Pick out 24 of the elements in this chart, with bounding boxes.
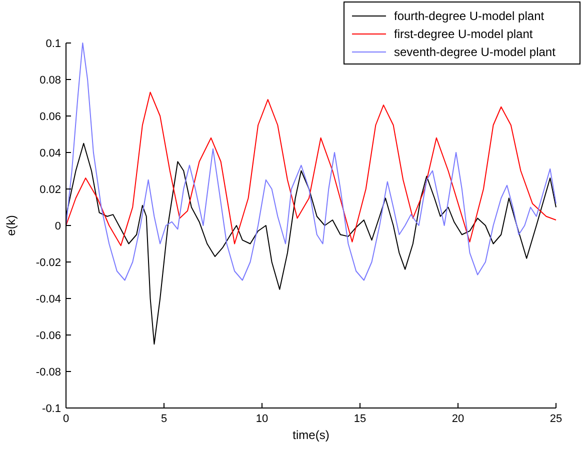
x-tick-label: 20 <box>452 413 464 425</box>
y-tick-label: 0.02 <box>40 184 61 196</box>
y-tick-label: 0.08 <box>40 74 61 86</box>
y-tick-label: 0.1 <box>46 38 61 50</box>
line-series <box>66 92 556 246</box>
line-series <box>66 42 556 281</box>
y-tick-label: -0.08 <box>36 366 61 378</box>
y-tick-label: 0 <box>54 220 61 232</box>
x-axis-title: time(s) <box>292 428 330 442</box>
y-tick-label: 0.06 <box>40 111 61 123</box>
x-tick-label: 15 <box>354 413 366 425</box>
x-tick-label: 10 <box>256 413 268 425</box>
legend-label: fourth-degree U-model plant <box>394 9 545 23</box>
x-tick-label: 5 <box>160 413 168 425</box>
legend-label: seventh-degree U-model plant <box>394 45 556 59</box>
x-tick-label: 25 <box>550 413 562 425</box>
y-tick-label: -0.06 <box>36 330 61 342</box>
y-tick-label: -0.04 <box>36 294 61 306</box>
y-axis-title: e(k) <box>4 215 18 236</box>
y-tick-label: -0.02 <box>36 257 61 269</box>
y-tick-label: -0.1 <box>42 403 61 415</box>
y-tick-label: 0.04 <box>40 148 61 160</box>
x-tick-label: 0 <box>62 413 70 425</box>
legend-label: first-degree U-model plant <box>394 27 534 41</box>
